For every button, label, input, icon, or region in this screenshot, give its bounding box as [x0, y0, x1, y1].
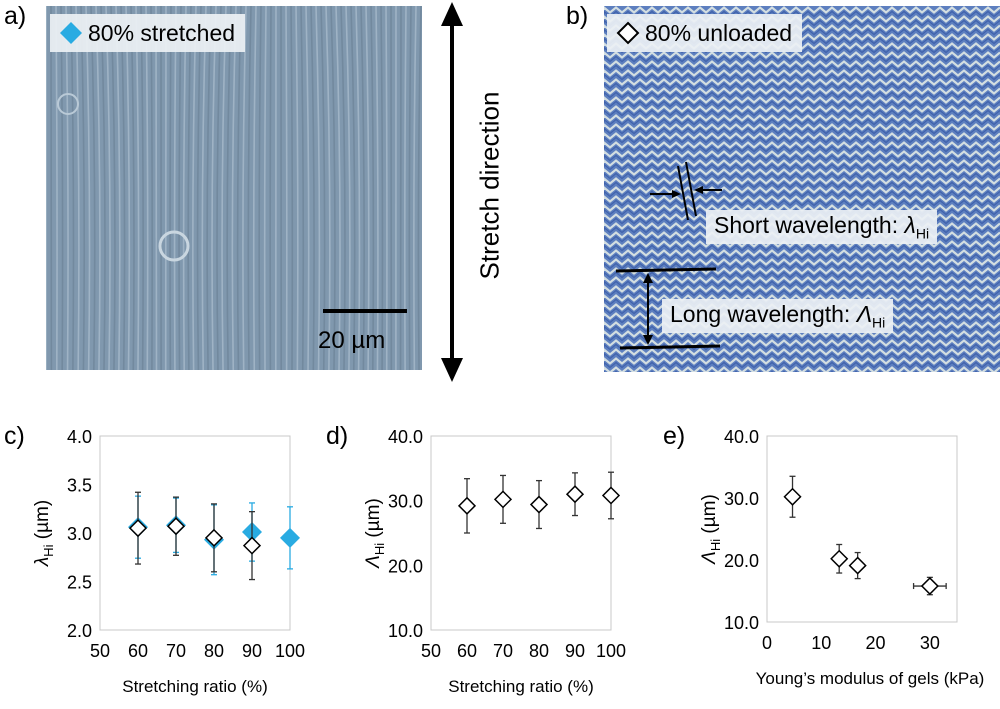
chart-e-xlabel: Young’s modulus of gels (kPa)	[756, 669, 985, 688]
chart-c-xtick-label: 80	[204, 641, 224, 661]
chart-d-xtick-label: 90	[565, 641, 585, 661]
panel-b-letter: b)	[566, 2, 589, 30]
chart-d-open-diamond	[601, 486, 621, 505]
chart-c-ytick-label: 3.0	[67, 524, 92, 544]
chart-e-ytick-label: 40.0	[724, 427, 759, 447]
chart-d-point	[565, 472, 585, 517]
chart-c-point	[242, 511, 262, 581]
chart-d-ytick-label: 30.0	[388, 492, 423, 512]
chart-e-ytick-label: 30.0	[724, 489, 759, 509]
chart-c-filled-diamond	[280, 527, 300, 548]
chart-e-point	[783, 475, 802, 518]
chart-c-frame	[99, 435, 291, 631]
long-wavelength-text: Long wavelength:	[670, 301, 857, 327]
chart-e-open-diamond	[848, 556, 867, 575]
chart-d-point	[493, 474, 513, 524]
chart-c-ylabel: λHi (µm)	[32, 500, 56, 567]
legend-stretched: 80% stretched	[50, 14, 246, 52]
panel-e-letter: e)	[663, 422, 686, 450]
short-wavelength-symbol: λ	[904, 212, 916, 238]
chart-c-xtick-label: 50	[90, 641, 110, 661]
chart-c-open-diamond	[204, 528, 224, 547]
chart-e-open-diamond	[783, 487, 802, 506]
chart-c-xtick-label: 70	[166, 641, 186, 661]
chart-e-xtick-label: 30	[920, 633, 940, 653]
chart-e-open-diamond	[830, 549, 849, 568]
filled-diamond-icon	[60, 22, 82, 44]
chart-c-xlabel: Stretching ratio (%)	[122, 677, 268, 696]
chart-c-xtick-label: 90	[242, 641, 262, 661]
stretch-arrow-icon	[441, 2, 463, 382]
wavelength-annotation-lines	[615, 161, 722, 350]
chart-c-point	[204, 503, 224, 573]
short-wavelength-sub: Hi	[915, 225, 930, 242]
chart-c-point	[166, 496, 186, 556]
chart-d-xtick-label: 60	[457, 641, 477, 661]
chart-d: 10.0 20.0 30.0 40.0 50 60 70 80 90 100Stretching …	[363, 427, 626, 696]
legend-unloaded-label: 80% unloaded	[645, 19, 793, 46]
chart-c-point	[280, 506, 300, 570]
chart-c: 2.0 2.5 3.0 3.5 4.0 50 60 70 80 90 100 Stretching r…	[32, 427, 305, 696]
chart-e-ytick-label: 10.0	[724, 613, 759, 633]
long-wavelength-symbol: Λ	[856, 301, 873, 327]
chart-d-xtick-label: 50	[421, 641, 441, 661]
chart-e-open-diamond	[920, 576, 939, 596]
chart-d-ytick-label: 20.0	[388, 556, 423, 576]
chart-e-ytick-label: 20.0	[724, 551, 759, 571]
chart-d-point	[457, 478, 477, 534]
chart-d-xtick-label: 100	[596, 641, 626, 661]
chart-e-xtick-label: 0	[762, 633, 772, 653]
long-wavelength-sub: Hi	[872, 314, 886, 331]
legend-unloaded: 80% unloaded	[607, 14, 803, 52]
panel-c-letter: c)	[4, 422, 25, 450]
chart-c-ytick-label: 2.5	[67, 573, 92, 593]
panel-d-letter: d)	[326, 422, 349, 450]
chart-d-point	[601, 471, 621, 520]
chart-e-frame	[766, 435, 958, 623]
chart-e-xtick-label: 20	[866, 633, 886, 653]
chart-e-point	[830, 543, 849, 574]
chart-e-xtick-label: 10	[811, 633, 831, 653]
chart-d-xtick-label: 80	[529, 641, 549, 661]
chart-d-ytick-label: 40.0	[388, 427, 423, 447]
chart-d-open-diamond	[565, 485, 585, 504]
open-diamond-icon	[616, 21, 640, 45]
chart-c-open-diamond	[166, 517, 186, 536]
micrograph-stretched	[46, 6, 422, 370]
short-wavelength-text: Short wavelength:	[714, 212, 905, 238]
short-wavelength-label: Short wavelength: λHi	[706, 210, 938, 244]
chart-c-xtick-label: 100	[275, 641, 305, 661]
stretch-direction-label: Stretch direction	[474, 91, 505, 280]
chart-d-frame	[430, 435, 612, 631]
chart-d-ytick-label: 10.0	[388, 621, 423, 641]
chart-e-point	[848, 551, 867, 580]
chart-c-open-diamond	[128, 519, 148, 538]
chart-c-point	[128, 491, 148, 565]
scale-bar-label: 20 µm	[318, 327, 386, 354]
legend-stretched-label: 80% stretched	[88, 19, 236, 46]
long-wavelength-label: Long wavelength: ΛHi	[662, 299, 894, 333]
chart-d-ylabel: ΛHi (µm)	[363, 498, 387, 569]
chart-d-xlabel: Stretching ratio (%)	[448, 677, 594, 696]
chart-d-point	[529, 479, 549, 530]
chart-d-open-diamond	[457, 496, 477, 515]
scale-bar	[323, 309, 407, 313]
chart-e: 10.0 20.0 30.0 40.0 0 10 20 30 Young’s modulus o…	[699, 427, 985, 688]
chart-d-xtick-label: 70	[493, 641, 513, 661]
chart-d-open-diamond	[529, 495, 549, 514]
chart-e-point	[912, 576, 947, 596]
chart-d-open-diamond	[493, 490, 513, 509]
chart-c-xtick-label: 60	[128, 641, 148, 661]
chart-c-open-diamond	[242, 536, 262, 555]
chart-c-ytick-label: 2.0	[67, 621, 92, 641]
chart-c-ytick-label: 3.5	[67, 476, 92, 496]
panel-a-letter: a)	[4, 2, 27, 30]
chart-c-ytick-label: 4.0	[67, 427, 92, 447]
chart-e-ylabel: ΛHi (µm)	[699, 494, 723, 565]
